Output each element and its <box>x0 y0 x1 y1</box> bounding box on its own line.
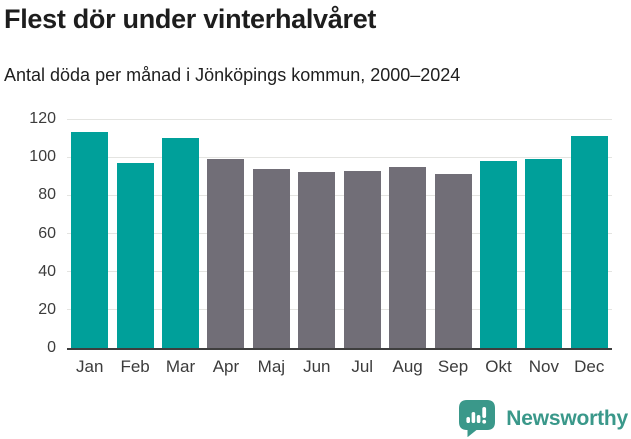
x-axis-label-jun: Jun <box>303 357 331 376</box>
bar-aug <box>389 166 427 348</box>
chart-subtitle: Antal döda per månad i Jönköpings kommun… <box>4 65 461 85</box>
bar-nov <box>525 159 563 348</box>
bar-jun <box>298 172 336 348</box>
x-axis-label-sep: Sep <box>437 357 469 376</box>
gridline-120 <box>67 118 612 120</box>
logo-exclamation-dot <box>482 419 487 424</box>
x-axis-label-jan: Jan <box>75 357 104 376</box>
x-axis: Jan Feb Mar Apr Maj Jun Jul Aug Sep Okt Nov Dec <box>67 357 612 383</box>
plot-area: 0 20 40 60 80 100 120 <box>29 111 612 356</box>
x-axis-label-mar: Mar <box>165 357 196 376</box>
brand-name: Newsworthy <box>506 406 628 430</box>
gridline-20 <box>67 309 612 311</box>
y-axis-tick-label-60: 60 <box>38 224 56 242</box>
y-axis-tick-label-0: 0 <box>47 339 56 356</box>
x-axis-label-feb: Feb <box>120 357 150 376</box>
x-axis-label-aug: Aug <box>392 357 423 376</box>
bar-sep <box>434 174 472 348</box>
y-axis-tick-label-20: 20 <box>38 300 56 318</box>
bar-jul <box>343 170 381 348</box>
logo-bar-2 <box>471 412 476 423</box>
x-axis-label-jul: Jul <box>351 357 374 376</box>
logo-bar-3 <box>477 415 481 423</box>
bar-mar <box>162 138 200 348</box>
gridline-40 <box>67 271 612 273</box>
y-axis-tick-label-120: 120 <box>29 110 56 127</box>
chart-title: Flest dör under vinterhalvåret <box>4 4 377 34</box>
bar-maj <box>252 168 290 348</box>
y-axis-tick-label-40: 40 <box>38 262 56 280</box>
gridline-80 <box>67 194 612 196</box>
x-axis-label-okt: Okt <box>485 357 512 376</box>
bar-jan <box>71 132 109 348</box>
logo-bar-1 <box>466 417 471 423</box>
newsworthy-logo-icon <box>459 400 496 437</box>
y-axis-tick-label-80: 80 <box>38 186 56 204</box>
logo-exclamation-line <box>482 407 487 418</box>
y-axis-tick-label-100: 100 <box>29 148 56 166</box>
gridline-60 <box>67 233 612 234</box>
bar-apr <box>207 159 245 348</box>
bar-okt <box>479 160 517 348</box>
gridline-100 <box>67 156 612 158</box>
x-axis-label-nov: Nov <box>528 357 559 376</box>
bar-feb <box>116 162 154 348</box>
bar-dec <box>570 136 608 348</box>
newsworthy-brand-link[interactable]: Newsworthy <box>459 400 628 437</box>
x-axis-label-apr: Apr <box>212 357 240 376</box>
x-axis-label-maj: Maj <box>257 357 286 376</box>
x-axis-label-dec: Dec <box>574 357 605 376</box>
